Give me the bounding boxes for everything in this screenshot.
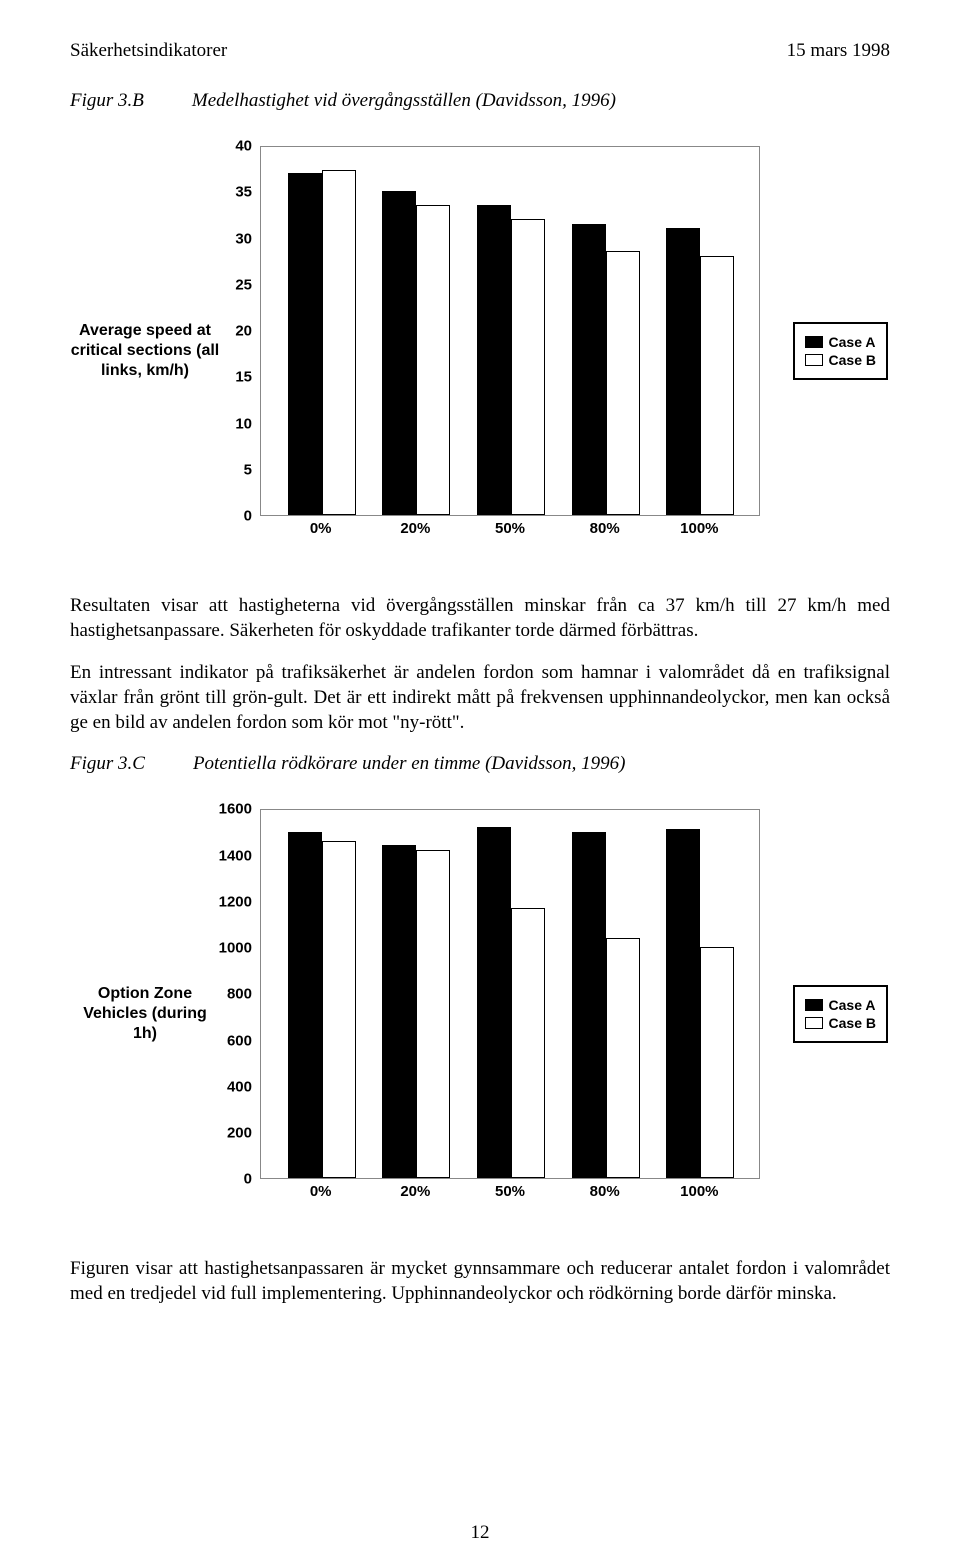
y-tick: 1200 — [219, 893, 252, 910]
x-tick: 0% — [310, 520, 332, 537]
bar-case-b — [322, 170, 356, 515]
bar-case-a — [477, 827, 511, 1179]
x-tick: 100% — [680, 520, 718, 537]
legend-row: Case B — [805, 1015, 876, 1031]
bar-case-b — [606, 251, 640, 515]
x-tick: 20% — [400, 520, 430, 537]
bar-case-b — [511, 219, 545, 515]
paragraph-3: Figuren visar att hastighetsanpassaren ä… — [70, 1257, 890, 1306]
legend-swatch-a — [805, 336, 823, 348]
legend-label-a: Case A — [829, 334, 876, 350]
chart-1-y-label: Average speed at critical sections (all … — [70, 321, 220, 381]
bar-case-b — [700, 256, 734, 515]
chart-2-x-ticks: 0% 20% 50% 80% 100% — [260, 1183, 760, 1207]
legend-swatch-b — [805, 1017, 823, 1029]
legend-row: Case A — [805, 997, 876, 1013]
chart-1-legend: Case A Case B — [793, 322, 888, 380]
y-tick: 35 — [235, 184, 252, 201]
chart-2-y-label: Option Zone Vehicles (during 1h) — [70, 984, 220, 1044]
bar-case-a — [572, 224, 606, 515]
bar-case-a — [666, 829, 700, 1178]
bar-case-a — [666, 228, 700, 515]
x-tick: 100% — [680, 1183, 718, 1200]
y-tick: 800 — [227, 986, 252, 1003]
page-header: Säkerhetsindikatorer 15 mars 1998 — [70, 40, 890, 62]
legend-label-b: Case B — [829, 1015, 876, 1031]
figure-1-title: Medelhastighet vid övergångsställen (Dav… — [192, 90, 616, 112]
y-tick: 600 — [227, 1032, 252, 1049]
x-tick: 20% — [400, 1183, 430, 1200]
bar-case-b — [322, 841, 356, 1179]
y-tick: 0 — [244, 508, 252, 525]
chart-2: Option Zone Vehicles (during 1h) 0 200 400… — [70, 799, 890, 1229]
y-tick: 5 — [244, 461, 252, 478]
paragraph-2: En intressant indikator på trafiksäkerhe… — [70, 661, 890, 735]
paragraph-1: Resultaten visar att hastigheterna vid ö… — [70, 594, 890, 643]
bar-case-b — [416, 205, 450, 515]
bar-case-a — [382, 191, 416, 515]
y-tick: 40 — [235, 138, 252, 155]
y-tick: 1400 — [219, 847, 252, 864]
chart-1-y-ticks: 0510152025303540 — [220, 146, 256, 516]
y-tick: 10 — [235, 415, 252, 432]
figure-1-label: Figur 3.B — [70, 90, 144, 112]
bar-case-a — [288, 173, 322, 515]
bar-case-b — [606, 938, 640, 1179]
bar-case-a — [382, 845, 416, 1178]
header-right: 15 mars 1998 — [787, 40, 890, 62]
chart-2-y-ticks: 02004006008001000120014001600 — [220, 809, 256, 1179]
bar-case-b — [700, 947, 734, 1178]
legend-swatch-a — [805, 999, 823, 1011]
y-tick: 1000 — [219, 940, 252, 957]
figure-2-title: Potentiella rödkörare under en timme (Da… — [193, 753, 626, 775]
y-tick: 25 — [235, 276, 252, 293]
bar-case-b — [511, 908, 545, 1179]
y-tick: 20 — [235, 323, 252, 340]
legend-label-b: Case B — [829, 352, 876, 368]
chart-1-plot — [260, 146, 760, 516]
figure-1-caption: Figur 3.B Medelhastighet vid övergångsst… — [70, 90, 890, 112]
y-tick: 0 — [244, 1171, 252, 1188]
x-tick: 50% — [495, 520, 525, 537]
chart-2-plot — [260, 809, 760, 1179]
legend-row: Case B — [805, 352, 876, 368]
bar-case-a — [572, 832, 606, 1179]
y-tick: 1600 — [219, 801, 252, 818]
y-tick: 200 — [227, 1125, 252, 1142]
legend-row: Case A — [805, 334, 876, 350]
chart-2-legend: Case A Case B — [793, 985, 888, 1043]
y-tick: 30 — [235, 230, 252, 247]
bar-case-b — [416, 850, 450, 1178]
y-tick: 400 — [227, 1078, 252, 1095]
bar-case-a — [288, 832, 322, 1179]
figure-2-label: Figur 3.C — [70, 753, 145, 775]
header-left: Säkerhetsindikatorer — [70, 40, 227, 62]
bar-case-a — [477, 205, 511, 515]
chart-1-x-ticks: 0% 20% 50% 80% 100% — [260, 520, 760, 544]
figure-2-caption: Figur 3.C Potentiella rödkörare under en… — [70, 753, 890, 775]
chart-1: Average speed at critical sections (all … — [70, 136, 890, 566]
x-tick: 50% — [495, 1183, 525, 1200]
x-tick: 0% — [310, 1183, 332, 1200]
x-tick: 80% — [590, 1183, 620, 1200]
page-number: 12 — [471, 1522, 490, 1544]
legend-label-a: Case A — [829, 997, 876, 1013]
x-tick: 80% — [590, 520, 620, 537]
y-tick: 15 — [235, 369, 252, 386]
legend-swatch-b — [805, 354, 823, 366]
